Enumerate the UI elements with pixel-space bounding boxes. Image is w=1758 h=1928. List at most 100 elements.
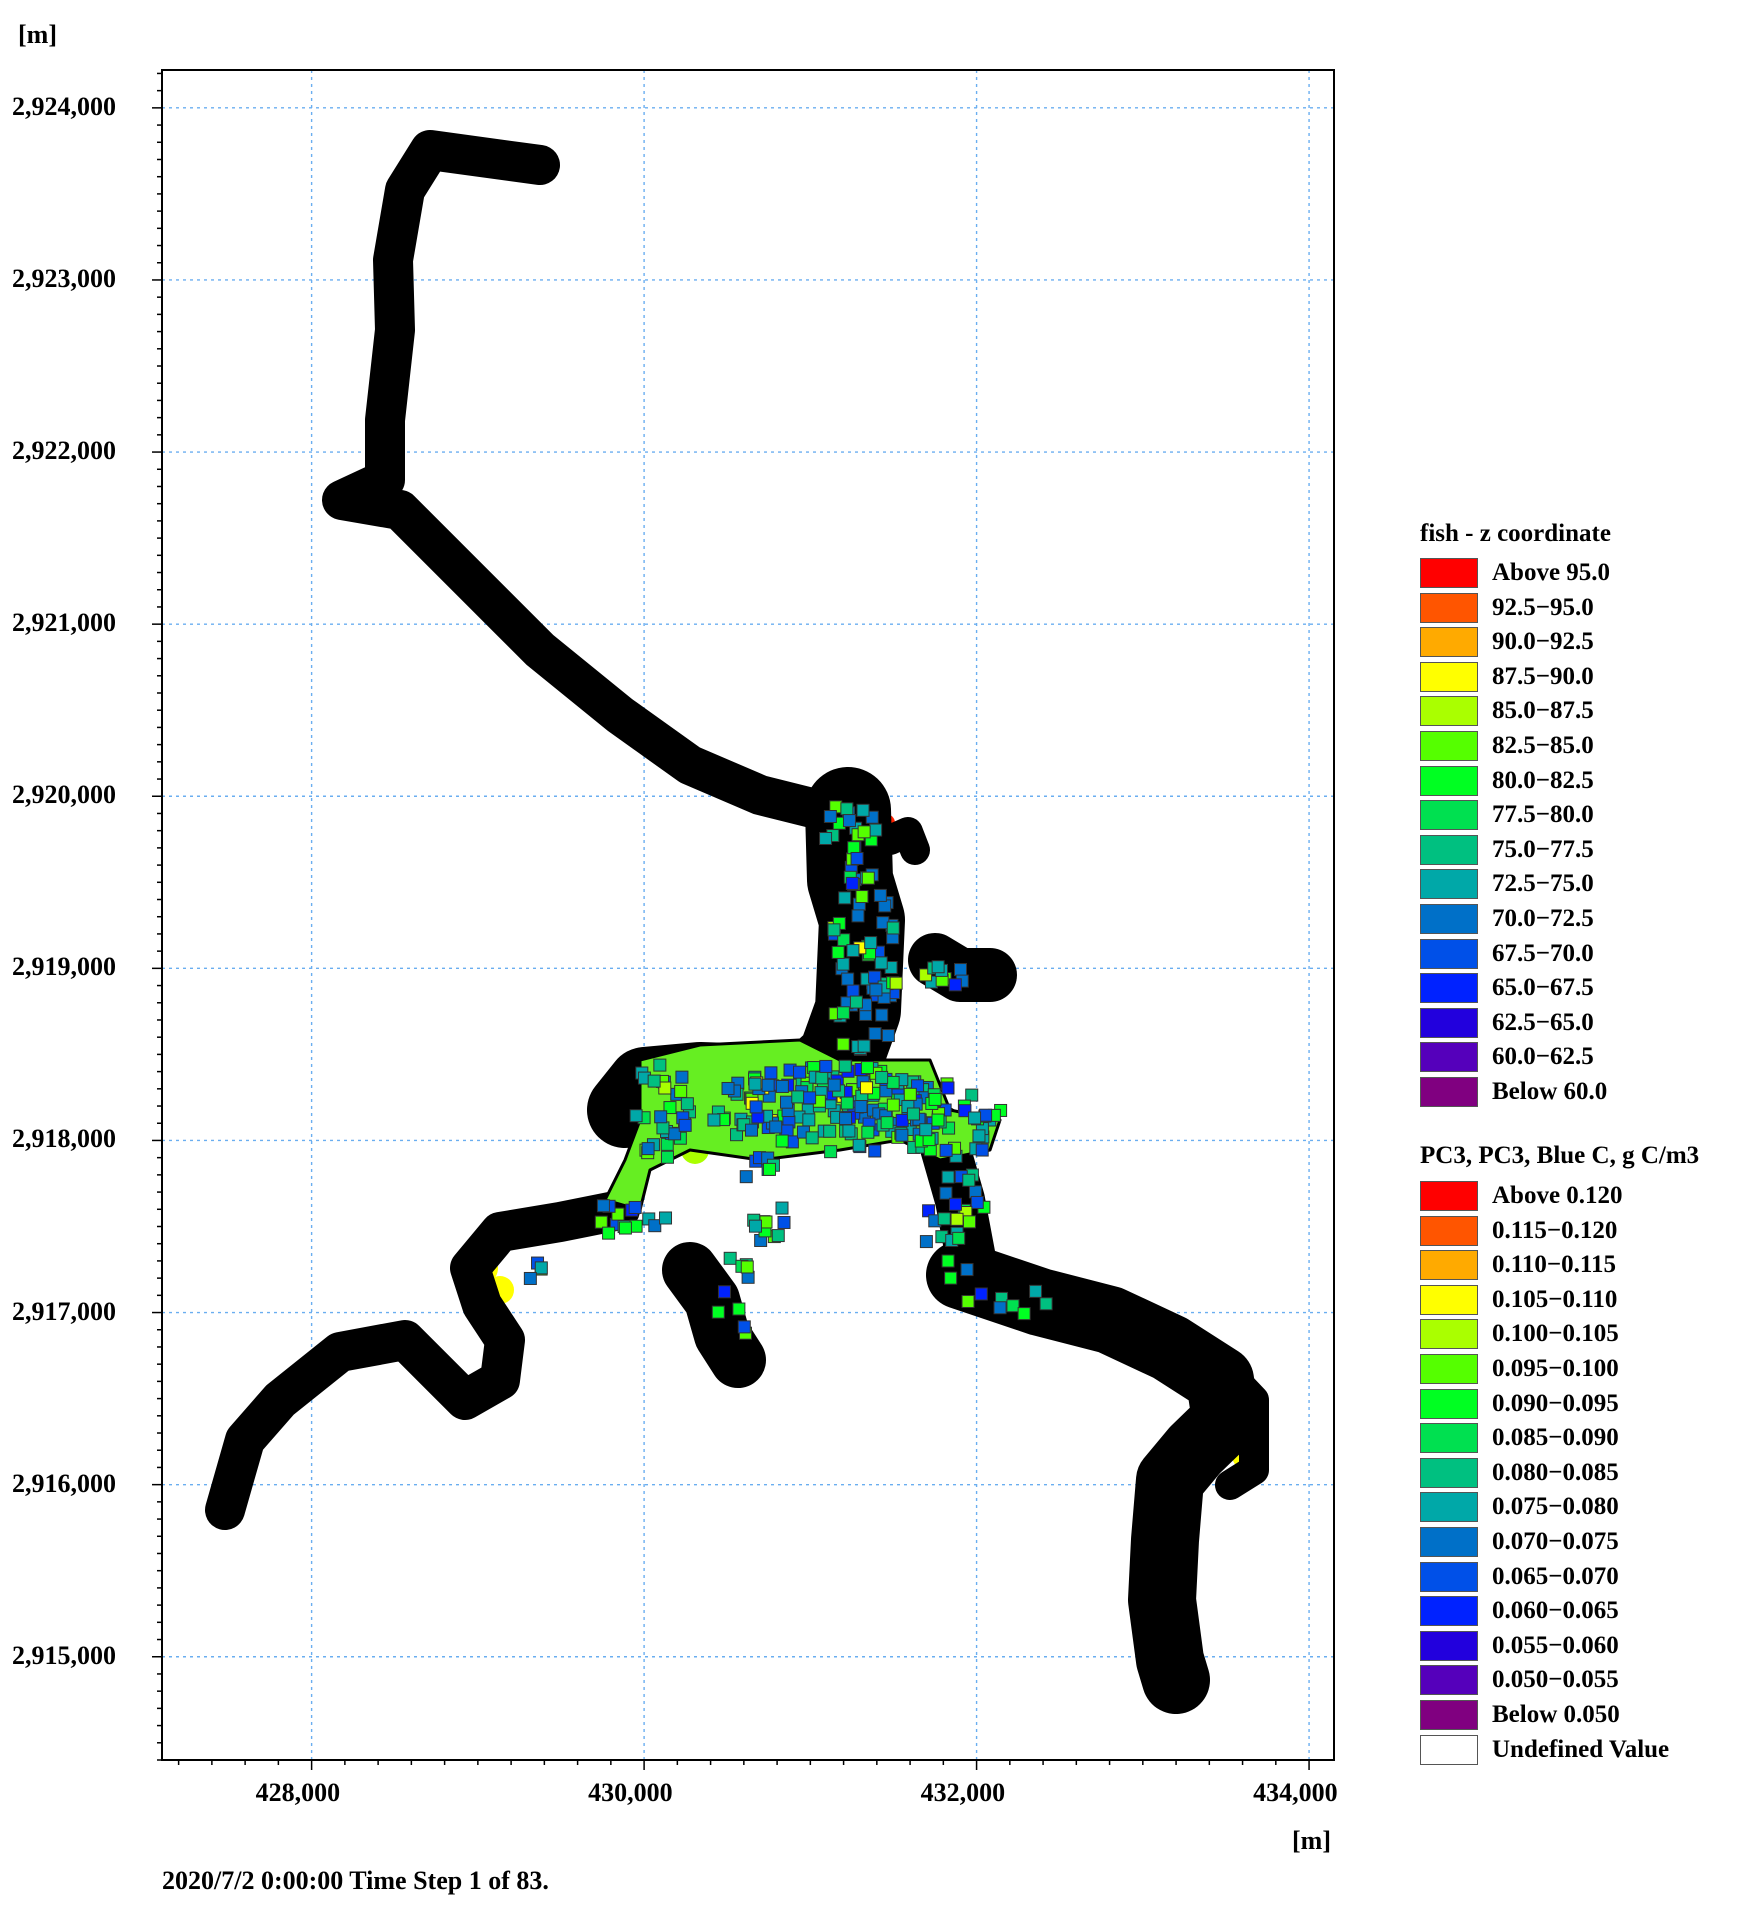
y-tick-label: 2,924,000 bbox=[12, 91, 116, 121]
legend-label: 77.5−80.0 bbox=[1492, 801, 1594, 829]
fish-marker bbox=[847, 841, 861, 855]
map-frame bbox=[161, 69, 1335, 1761]
fish-marker bbox=[775, 1079, 789, 1093]
fish-marker bbox=[941, 1170, 955, 1184]
legend-swatch bbox=[1420, 1734, 1478, 1765]
legend-swatch bbox=[1420, 1354, 1478, 1384]
fish-marker bbox=[824, 1145, 838, 1159]
fish-marker bbox=[803, 1091, 817, 1105]
fish-marker bbox=[839, 1112, 853, 1126]
fish-marker bbox=[836, 1037, 850, 1051]
fish-marker bbox=[819, 1059, 833, 1073]
legend-entry: 67.5−70.0 bbox=[1420, 938, 1594, 970]
legend-label: 75.0−77.5 bbox=[1492, 835, 1594, 863]
fish-marker bbox=[868, 970, 882, 984]
fish-marker bbox=[749, 1100, 763, 1114]
fish-marker bbox=[680, 1097, 694, 1111]
legend-swatch bbox=[1420, 1319, 1478, 1350]
fish-marker bbox=[594, 1215, 608, 1229]
fish-marker bbox=[874, 956, 888, 970]
legend-entry: 0.075−0.080 bbox=[1420, 1491, 1619, 1523]
legend-entry: 0.055−0.060 bbox=[1420, 1630, 1619, 1662]
fish-marker bbox=[641, 1142, 655, 1156]
fish-marker bbox=[873, 888, 887, 902]
legend-label: 0.110−0.115 bbox=[1492, 1251, 1616, 1279]
legend-swatch bbox=[1420, 765, 1478, 796]
legend-label: 0.075−0.080 bbox=[1492, 1493, 1619, 1521]
fish-marker bbox=[837, 933, 851, 947]
y-tick-label: 2,918,000 bbox=[12, 1124, 116, 1154]
y-tick-label: 2,917,000 bbox=[12, 1296, 116, 1326]
legend-entry: 85.0−87.5 bbox=[1420, 695, 1594, 727]
fish-marker bbox=[836, 1006, 850, 1020]
fish-marker bbox=[993, 1301, 1007, 1315]
fish-marker bbox=[769, 1120, 783, 1134]
legend-swatch bbox=[1420, 592, 1478, 623]
fish-marker bbox=[748, 1219, 762, 1233]
shoreline bbox=[205, 1190, 640, 1530]
fish-marker bbox=[721, 1081, 735, 1095]
legend-entry: Above 0.120 bbox=[1420, 1180, 1623, 1212]
legend-label: 65.0−67.5 bbox=[1492, 974, 1594, 1002]
legend-entry: 62.5−65.0 bbox=[1420, 1007, 1594, 1039]
fish-marker bbox=[628, 1200, 642, 1214]
fish-marker bbox=[948, 978, 962, 992]
fish-marker bbox=[658, 1081, 672, 1095]
fish-marker bbox=[895, 1113, 909, 1127]
legend-swatch bbox=[1420, 1181, 1478, 1211]
y-tick-label: 2,921,000 bbox=[12, 608, 116, 638]
fish-marker bbox=[815, 1071, 829, 1085]
legend-label: Undefined Value bbox=[1492, 1735, 1670, 1763]
fish-markers bbox=[523, 800, 1053, 1340]
fish-marker bbox=[937, 1212, 951, 1226]
legend-swatch bbox=[1420, 1630, 1478, 1661]
legend-label: 0.090−0.095 bbox=[1492, 1389, 1619, 1417]
legend-swatch bbox=[1420, 1665, 1478, 1696]
fish-marker bbox=[941, 1254, 955, 1268]
legend-label: 0.055−0.060 bbox=[1492, 1631, 1619, 1659]
fish-marker bbox=[737, 1320, 751, 1334]
legend-entry: 82.5−85.0 bbox=[1420, 730, 1594, 762]
fish-marker bbox=[931, 1113, 945, 1127]
legend-entry: 0.065−0.070 bbox=[1420, 1561, 1619, 1593]
legend-swatch bbox=[1420, 1423, 1478, 1454]
legend-label: 92.5−95.0 bbox=[1492, 593, 1594, 621]
fish-marker bbox=[954, 963, 968, 977]
legend-swatch bbox=[1420, 1492, 1478, 1523]
fish-marker bbox=[857, 825, 871, 839]
fish-marker bbox=[629, 1109, 643, 1123]
legend-swatch bbox=[1420, 1457, 1478, 1488]
fish-marker bbox=[711, 1305, 725, 1319]
fish-marker bbox=[857, 1039, 871, 1053]
y-axis-unit: [m] bbox=[18, 20, 57, 49]
legend-entry: Below 60.0 bbox=[1420, 1076, 1607, 1108]
fish-marker bbox=[775, 1134, 789, 1148]
legend-entry: 0.050−0.055 bbox=[1420, 1664, 1619, 1696]
fish-marker bbox=[846, 944, 860, 958]
fish-marker bbox=[875, 1008, 889, 1022]
legend-entry: 75.0−77.5 bbox=[1420, 834, 1594, 866]
fish-marker bbox=[860, 1081, 874, 1095]
fish-marker bbox=[654, 1110, 668, 1124]
fish-marker bbox=[1017, 1307, 1031, 1321]
fish-marker bbox=[647, 1074, 661, 1088]
fish-marker bbox=[881, 1029, 895, 1043]
legend-entry: Above 95.0 bbox=[1420, 557, 1610, 589]
fish-marker bbox=[656, 1121, 670, 1135]
fish-marker bbox=[764, 1066, 778, 1080]
legend-swatch bbox=[1420, 1700, 1478, 1730]
fish-marker bbox=[875, 1070, 889, 1084]
fish-marker bbox=[659, 1211, 673, 1225]
fish-marker bbox=[903, 1087, 917, 1101]
legend-swatch bbox=[1420, 558, 1478, 588]
fish-marker bbox=[970, 1195, 984, 1209]
legend-swatch bbox=[1420, 1561, 1478, 1592]
fish-marker bbox=[889, 976, 903, 990]
legend-label: 0.060−0.065 bbox=[1492, 1597, 1619, 1625]
y-tick-label: 2,920,000 bbox=[12, 780, 116, 810]
fish-marker bbox=[802, 1113, 816, 1127]
reservoir-boundary bbox=[205, 130, 1269, 1714]
shoreline bbox=[1215, 1365, 1269, 1500]
legend-swatch bbox=[1420, 938, 1478, 969]
